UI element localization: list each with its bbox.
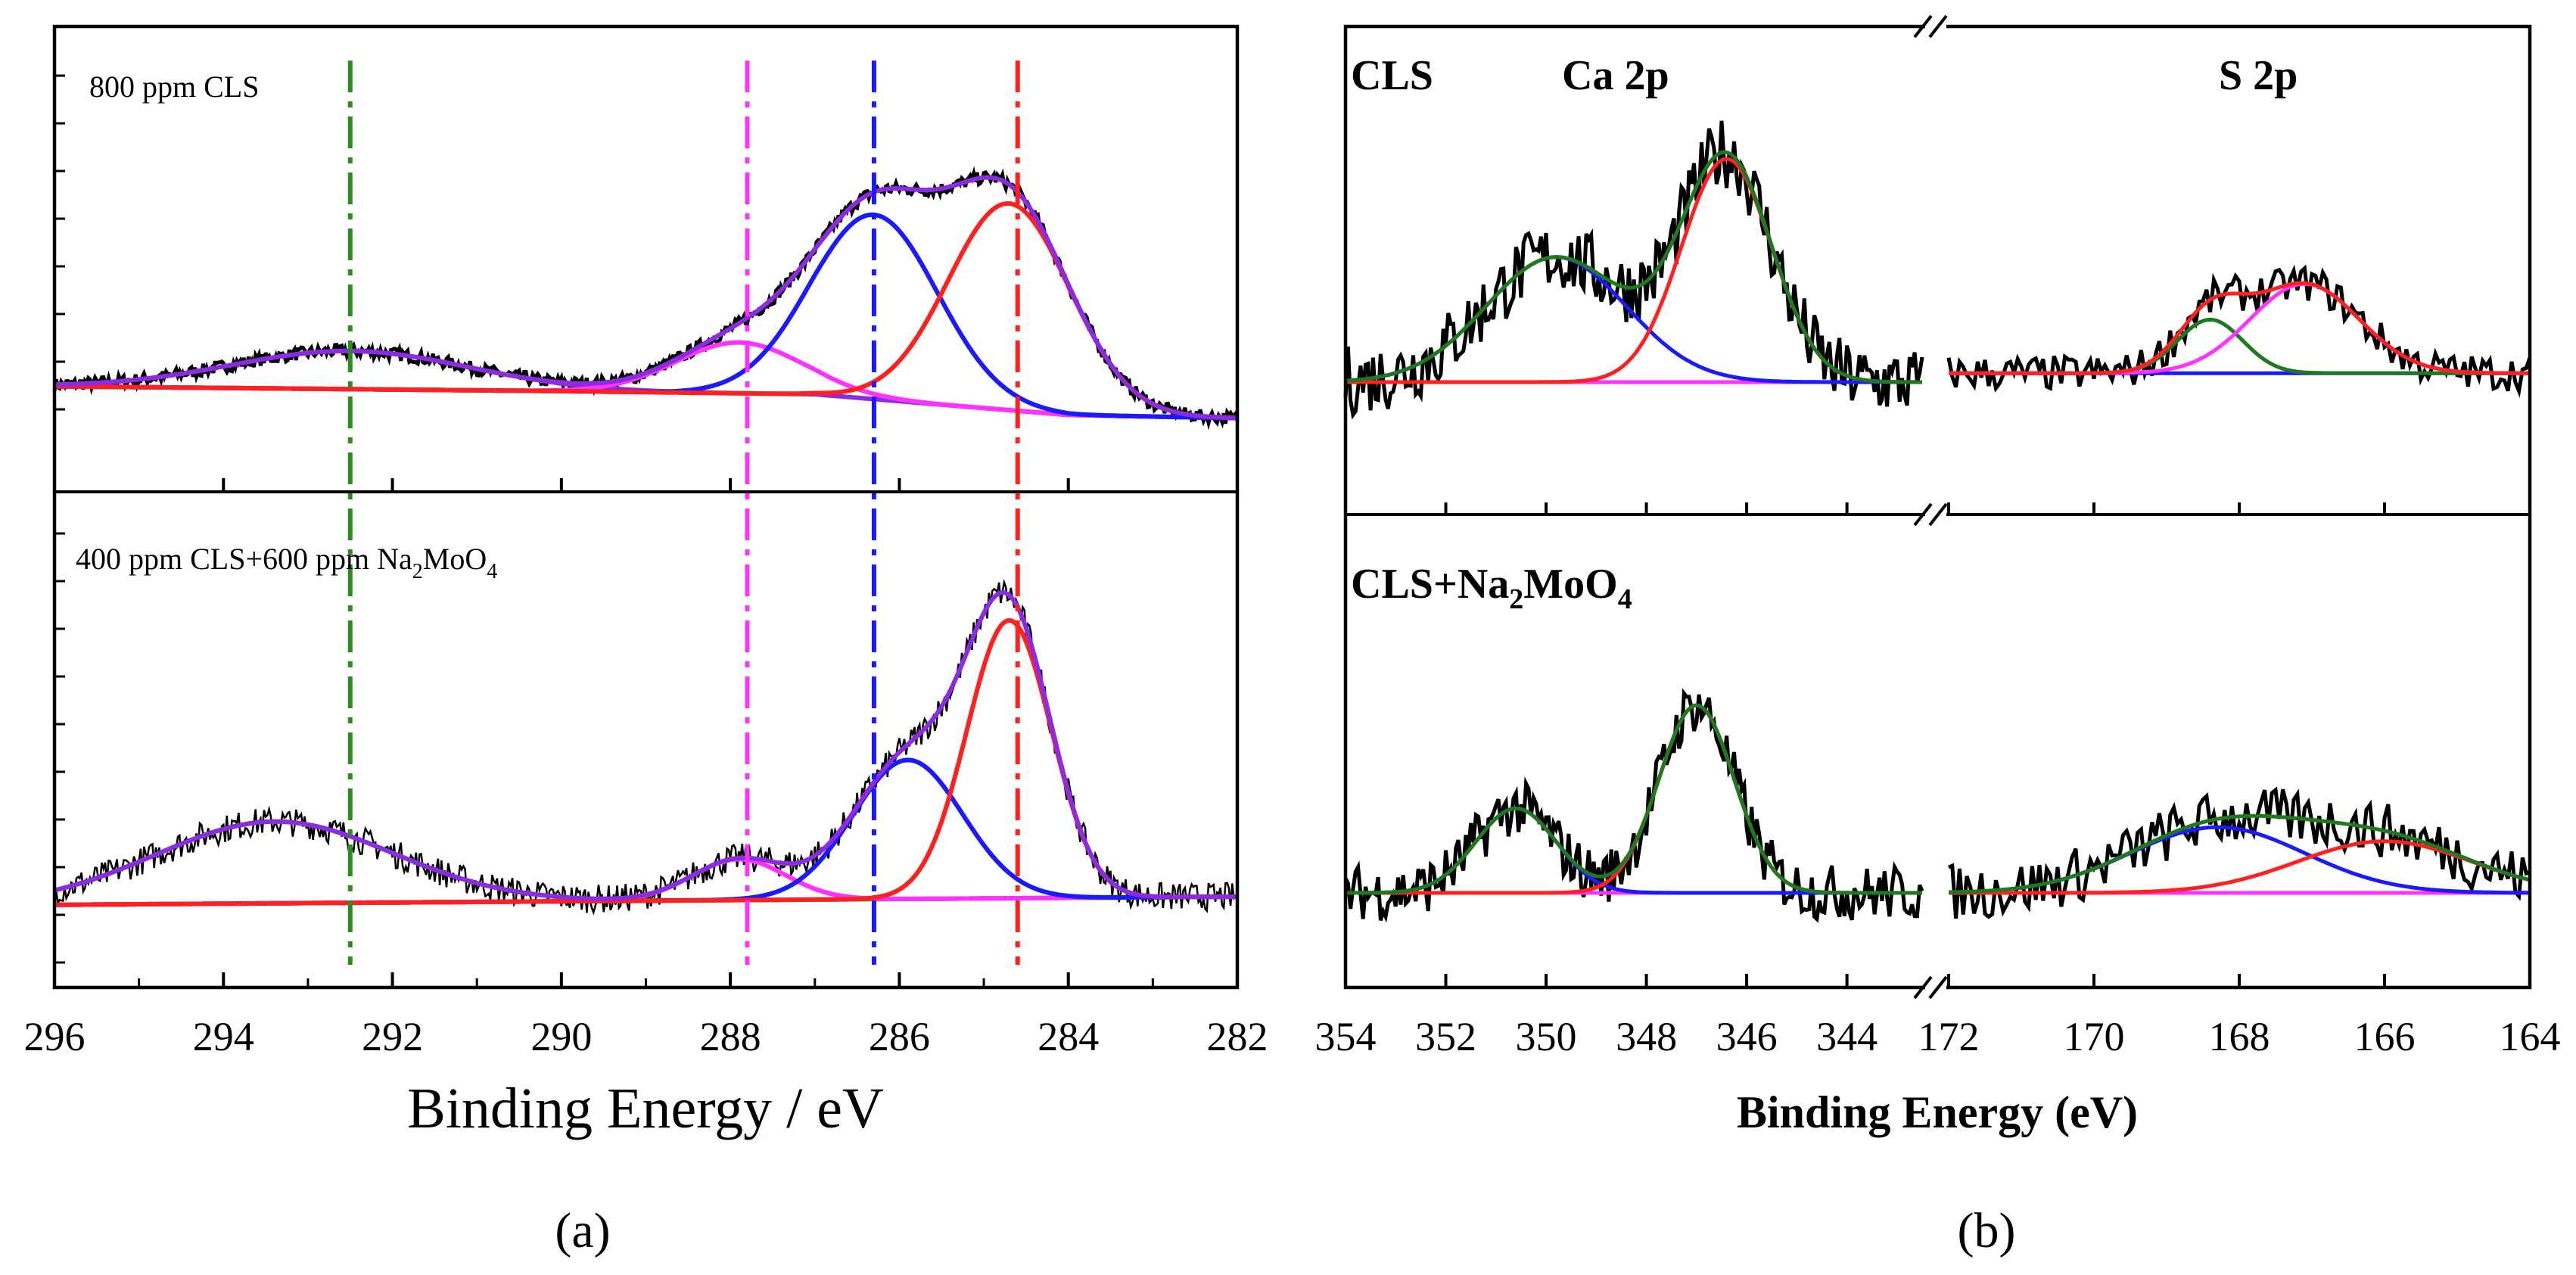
panel-b-xtick-label: 164 [2500, 1014, 2561, 1059]
panel-a-tick-labels: 296 294 292 290 288 286 284 282 [24, 1014, 1268, 1059]
panel-a-bottom-label-sub1: 2 [412, 560, 423, 583]
panel-b-envelope-ca [1345, 150, 1922, 384]
panel-b-break-mark [1928, 502, 1948, 527]
panel-b-xtick-label: 346 [1716, 1014, 1778, 1059]
panel-a-top-label: 800 ppm CLS [89, 70, 259, 104]
panel-a-raw-spectrum [53, 578, 1239, 916]
panel-b-break-mark [1928, 975, 1948, 1000]
panel-b-peak-s-2 [1949, 839, 2531, 895]
panel-a-envelope [54, 589, 1237, 901]
panel-a-x-axis-title: Binding Energy / eV [407, 1077, 884, 1140]
panel-b-subplot-2 [1343, 688, 2531, 923]
panel-a-bottom-label-main: 400 ppm CLS+600 ppm Na [76, 542, 412, 576]
panel-a-peak-2 [54, 340, 1237, 421]
panel-a-subplot-1 [52, 166, 1240, 431]
panel-b-raw-spectrum-s [1948, 786, 2531, 919]
panel-b-x-axis-title: Binding Energy (eV) [1737, 1087, 2138, 1137]
panel-b-caption: (b) [1958, 1203, 2016, 1258]
panel-b-xtick-label: 344 [1816, 1014, 1878, 1059]
panel-a-bottom-label-mid: MoO [423, 542, 487, 576]
panel-a-reference-lines [347, 61, 1020, 965]
panel-a-xtick-label: 290 [530, 1014, 592, 1059]
panel-b-xtick-label: 348 [1616, 1014, 1677, 1059]
panel-b-ticks [1344, 502, 2531, 987]
panel-b-axis-breaks [1913, 14, 1948, 1000]
panel-b-xtick-label: 354 [1315, 1014, 1377, 1059]
panel-a-xtick-label: 282 [1207, 1014, 1268, 1059]
panel-b-break-mark [1928, 14, 1948, 39]
panel-a-peak-3 [54, 757, 1237, 907]
panel-a-subplot-2 [53, 578, 1239, 916]
panel-b-xtick-label: 170 [2064, 1014, 2125, 1059]
panel-b-curves [1343, 120, 2532, 923]
panel-b-envelope-ca [1346, 703, 1922, 895]
panel-a-xtick-label: 292 [362, 1014, 423, 1059]
panel-b-xtick-label: 172 [1918, 1014, 1980, 1059]
panel-a-ticks [53, 74, 1239, 987]
panel-b-xtick-label: 352 [1415, 1014, 1476, 1059]
panel-b-break-mark [1913, 975, 1933, 1000]
panel-a-xtick-label: 294 [193, 1014, 254, 1059]
panel-b-envelope-s [1949, 281, 2530, 375]
panel-b-bottom-label-main: CLS+Na [1351, 561, 1509, 608]
panel-b-bottom-label: CLS+Na2MoO4 [1351, 561, 1632, 615]
panel-a-frame [52, 24, 1240, 990]
panel-a-xtick-label: 286 [869, 1014, 930, 1059]
panel-b-region-label-s: S 2p [2219, 52, 2298, 99]
panel-b-subplot-1 [1343, 120, 2532, 420]
panel-b-break-mark [1913, 14, 1933, 39]
panel-a-envelope [54, 175, 1238, 421]
panel-b-raw-spectrum-s [1946, 264, 2532, 398]
panel-b-xtick-label: 168 [2209, 1014, 2270, 1059]
panel-b-xtick-label: 350 [1516, 1014, 1577, 1059]
panel-a-curves [52, 166, 1240, 916]
panel-b-bottom-label-mid: MoO [1523, 561, 1617, 608]
panel-b-region-label-ca: Ca 2p [1562, 52, 1669, 99]
panel-b-bottom-label-sub2: 4 [1618, 583, 1632, 615]
panel-b-top-label: CLS [1351, 52, 1433, 99]
panel-b-break-mark [1913, 502, 1933, 527]
panel-a-peak-1 [54, 348, 1237, 421]
panel-a-chart: 296 294 292 290 288 286 284 282 800 ppm CLS 400… [24, 24, 1268, 1258]
panel-b-xtick-label: 166 [2354, 1014, 2416, 1059]
panel-a-peak-4 [54, 201, 1238, 421]
panel-b-raw-spectrum-ca [1343, 688, 1924, 923]
panel-a-xtick-label: 296 [24, 1014, 86, 1059]
panel-b-chart: 354 352 350 348 346 344 172 170 168 166 164 CLS Ca… [1315, 14, 2561, 1258]
panel-a-xtick-label: 288 [700, 1014, 761, 1059]
panel-b-bottom-label-sub1: 2 [1509, 583, 1523, 615]
panel-a-bottom-label: 400 ppm CLS+600 ppm Na2MoO4 [76, 542, 497, 583]
panel-a-bottom-label-sub2: 4 [487, 560, 497, 583]
panel-a-caption: (a) [555, 1203, 610, 1258]
panel-a-xtick-label: 284 [1038, 1014, 1099, 1059]
panel-b-tick-labels: 354 352 350 348 346 344 172 170 168 166 164 [1315, 1014, 2561, 1059]
panel-b-envelope-s [1948, 813, 2531, 894]
